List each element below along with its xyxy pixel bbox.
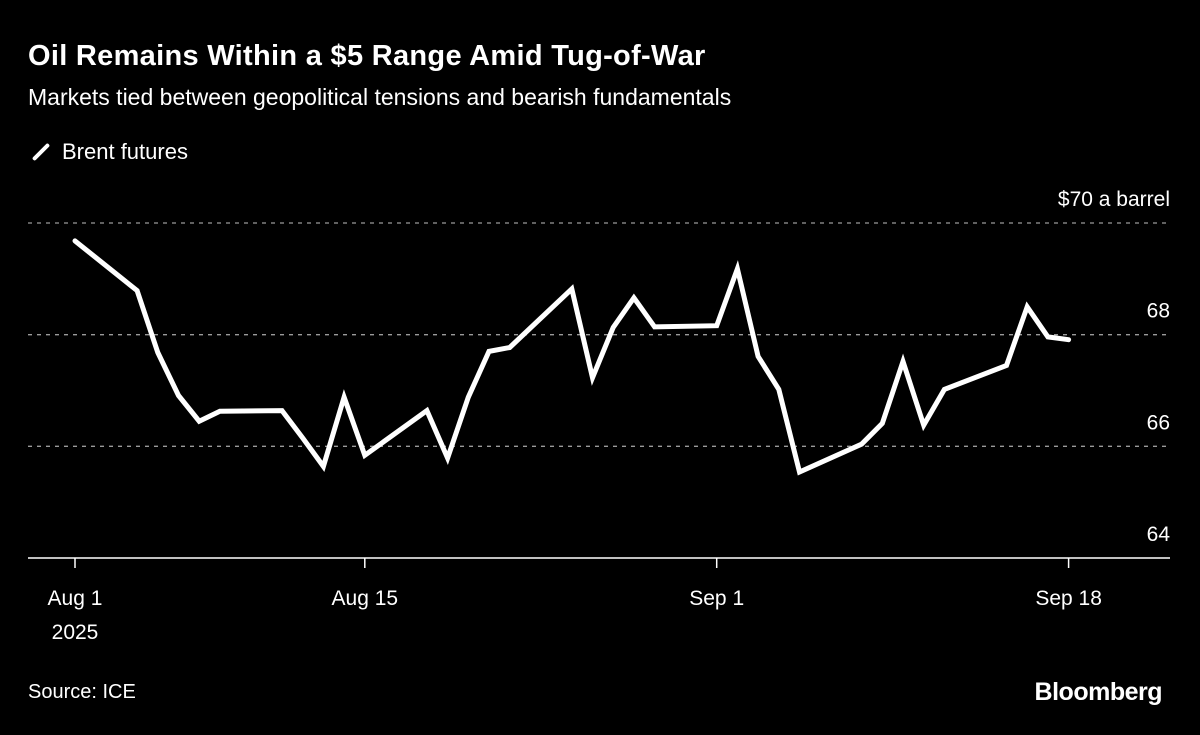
y-tick-label: 66 bbox=[1147, 411, 1170, 434]
legend-label-brent: Brent futures bbox=[62, 139, 188, 164]
chart-title: Oil Remains Within a $5 Range Amid Tug-o… bbox=[28, 40, 706, 72]
x-tick-label: Sep 18 bbox=[1035, 587, 1102, 610]
chart-subtitle: Markets tied between geopolitical tensio… bbox=[28, 84, 732, 110]
source-note: Source: ICE bbox=[28, 681, 136, 703]
x-tick-label: Aug 15 bbox=[332, 587, 399, 610]
y-tick-label: $70 a barrel bbox=[1058, 188, 1170, 211]
x-tick-label: Sep 1 bbox=[689, 587, 744, 610]
bloomberg-logo: Bloomberg bbox=[1034, 678, 1163, 706]
series-line-brent-futures bbox=[72, 238, 1072, 476]
x-tick-label: Aug 1 bbox=[48, 587, 103, 610]
y-tick-label: 64 bbox=[1147, 523, 1171, 546]
legend: Brent futures bbox=[30, 139, 188, 165]
x-tick-sublabel: 2025 bbox=[52, 621, 99, 644]
y-tick-label: 68 bbox=[1147, 300, 1170, 323]
